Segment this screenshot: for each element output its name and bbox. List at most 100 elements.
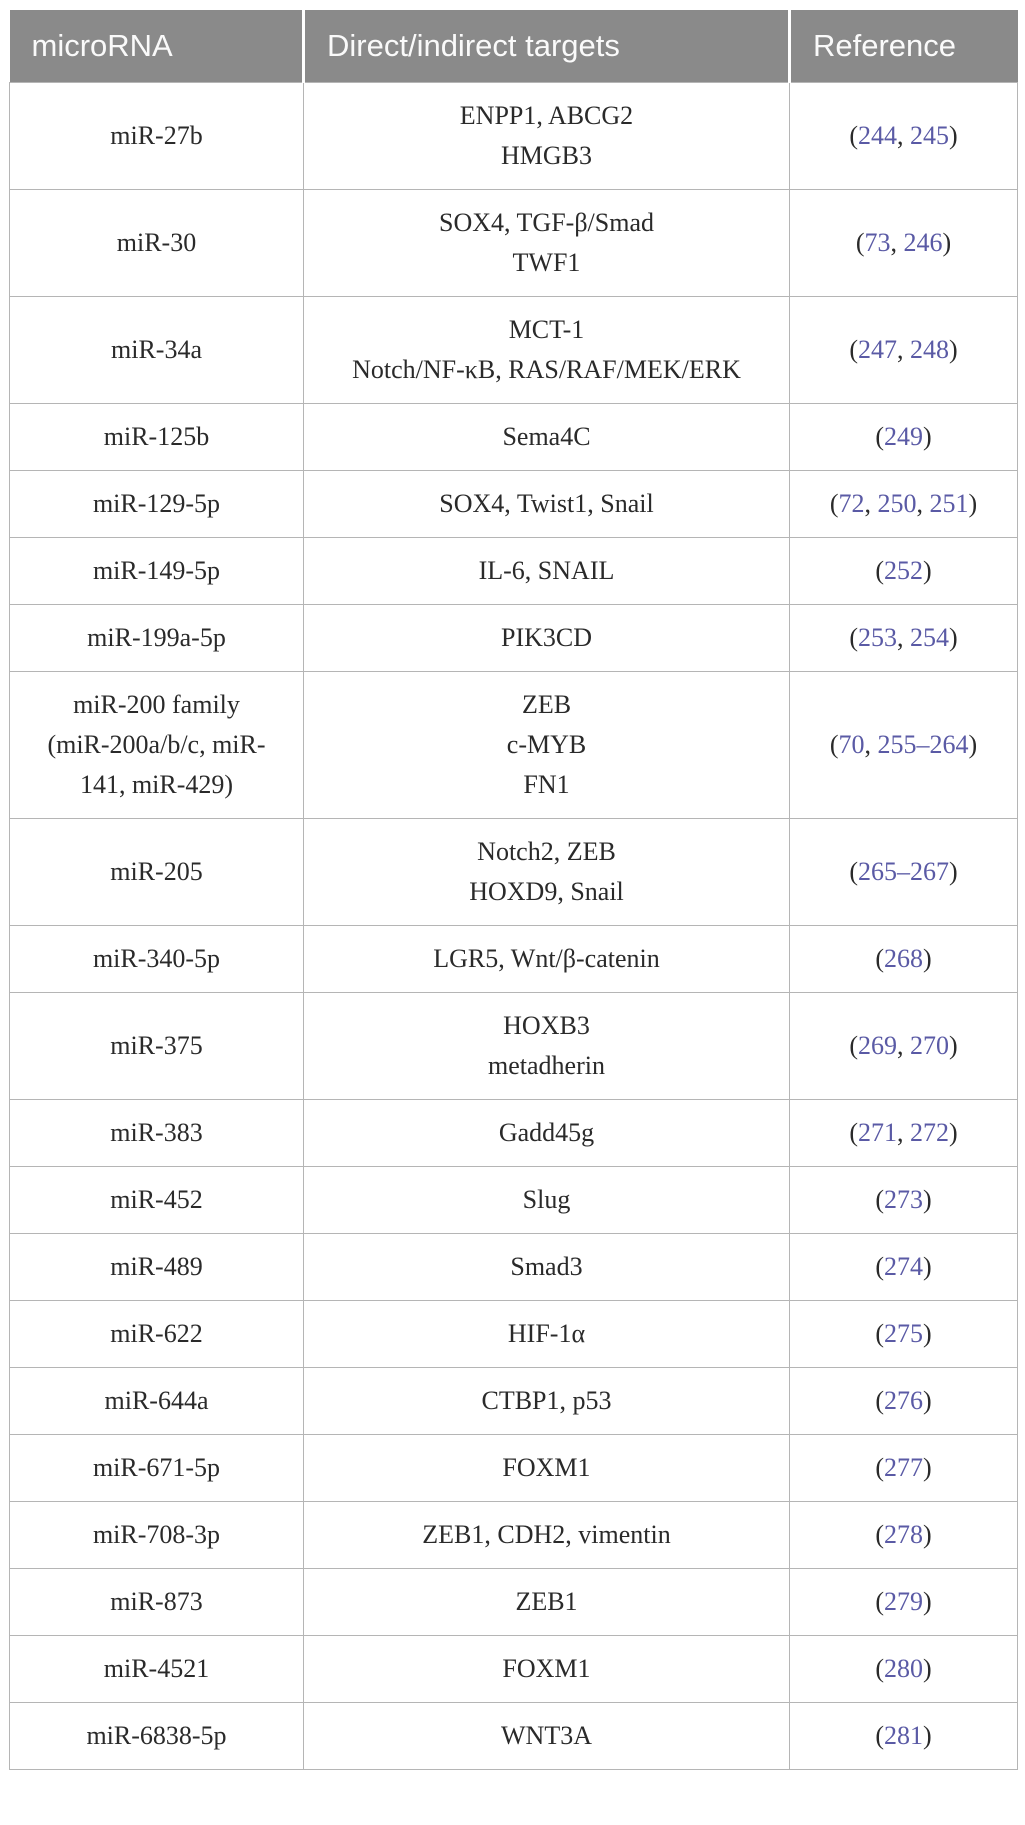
reference-cell: (70, 255–264) xyxy=(789,671,1018,819)
targets-cell-line: IL-6, SNAIL xyxy=(478,556,615,585)
reference-link[interactable]: 281 xyxy=(884,1721,923,1750)
mirna-cell-line: miR-205 xyxy=(110,857,203,886)
reference-close-paren: ) xyxy=(923,1185,932,1214)
reference-close-paren: ) xyxy=(949,335,958,364)
reference-link[interactable]: 270 xyxy=(910,1031,949,1060)
reference-link[interactable]: 244 xyxy=(858,121,897,150)
targets-cell-line: WNT3A xyxy=(501,1721,592,1750)
reference-link[interactable]: 72 xyxy=(838,489,865,518)
mirna-cell: miR-199a-5p xyxy=(9,604,304,672)
table-row: miR-489 Smad3 (274) xyxy=(9,1233,1018,1301)
targets-cell: MCT-1 Notch/NF-κB, RAS/RAF/MEK/ERK xyxy=(303,296,790,404)
targets-cell: ENPP1, ABCG2 HMGB3 xyxy=(303,82,790,190)
mirna-cell-line: 141, miR-429) xyxy=(79,770,234,799)
reference-open-paren: ( xyxy=(849,1031,858,1060)
targets-cell-line: ZEB1 xyxy=(515,1587,578,1616)
mirna-cell-line: miR-129-5p xyxy=(92,489,221,518)
mirna-cell: miR-6838-5p xyxy=(9,1702,304,1770)
table-row: miR-149-5p IL-6, SNAIL (252) xyxy=(9,537,1018,605)
col-header-reference: Reference xyxy=(789,10,1018,83)
reference-link[interactable]: 274 xyxy=(884,1252,923,1281)
reference-link[interactable]: 254 xyxy=(910,623,949,652)
mirna-cell: miR-375 xyxy=(9,992,304,1100)
table-row: miR-200 family (miR-200a/b/c, miR- 141, mi… xyxy=(9,671,1018,819)
reference-close-paren: ) xyxy=(923,1453,932,1482)
reference-open-paren: ( xyxy=(875,422,884,451)
reference-link[interactable]: 275 xyxy=(884,1319,923,1348)
reference-link[interactable]: 245 xyxy=(910,121,949,150)
reference-link[interactable]: 70 xyxy=(838,730,865,759)
reference-open-paren: ( xyxy=(849,335,858,364)
reference-cell: (276) xyxy=(789,1367,1018,1435)
mirna-cell: miR-129-5p xyxy=(9,470,304,538)
reference-cell: (273) xyxy=(789,1166,1018,1234)
reference-link[interactable]: 252 xyxy=(884,556,923,585)
reference-link[interactable]: 279 xyxy=(884,1587,923,1616)
reference-close-paren: ) xyxy=(923,1252,932,1281)
reference-separator: , xyxy=(897,623,910,652)
reference-link[interactable]: 276 xyxy=(884,1386,923,1415)
reference-link[interactable]: 273 xyxy=(884,1185,923,1214)
reference-cell: (281) xyxy=(789,1702,1018,1770)
targets-cell: Smad3 xyxy=(303,1233,790,1301)
reference-link[interactable]: 280 xyxy=(884,1654,923,1683)
reference-link[interactable]: 265–267 xyxy=(858,857,949,886)
reference-cell: (265–267) xyxy=(789,818,1018,926)
table-row: miR-644a CTBP1, p53 (276) xyxy=(9,1367,1018,1435)
targets-cell: WNT3A xyxy=(303,1702,790,1770)
reference-link[interactable]: 251 xyxy=(929,489,969,518)
reference-cell: (274) xyxy=(789,1233,1018,1301)
reference-link[interactable]: 247 xyxy=(858,335,897,364)
header-row: microRNA Direct/indirect targets Referen… xyxy=(9,10,1018,83)
reference-cell: (271, 272) xyxy=(789,1099,1018,1167)
reference-cell: (279) xyxy=(789,1568,1018,1636)
reference-link[interactable]: 272 xyxy=(910,1118,949,1147)
reference-link[interactable]: 246 xyxy=(903,228,943,257)
reference-link[interactable]: 248 xyxy=(910,335,949,364)
targets-cell: ZEB c-MYB FN1 xyxy=(303,671,790,819)
reference-link[interactable]: 268 xyxy=(884,944,923,973)
reference-link[interactable]: 277 xyxy=(884,1453,923,1482)
mirna-cell-line: miR-375 xyxy=(110,1031,203,1060)
mirna-cell-line: miR-30 xyxy=(116,228,197,257)
reference-open-paren: ( xyxy=(875,556,884,585)
targets-cell: FOXM1 xyxy=(303,1434,790,1502)
reference-link[interactable]: 278 xyxy=(884,1520,923,1549)
reference-link[interactable]: 255–264 xyxy=(877,730,969,759)
targets-cell-line: metadherin xyxy=(488,1051,605,1080)
reference-close-paren: ) xyxy=(923,1721,932,1750)
targets-cell-line: HOXB3 xyxy=(503,1011,590,1040)
reference-cell: (253, 254) xyxy=(789,604,1018,672)
reference-open-paren: ( xyxy=(829,730,839,759)
mirna-cell: miR-622 xyxy=(9,1300,304,1368)
reference-link[interactable]: 250 xyxy=(877,489,917,518)
mirna-cell-line: miR-6838-5p xyxy=(86,1721,227,1750)
table-row: miR-622 HIF-1α (275) xyxy=(9,1300,1018,1368)
reference-cell: (73, 246) xyxy=(789,189,1018,297)
mirna-cell-line: miR-383 xyxy=(110,1118,203,1147)
reference-separator: , xyxy=(916,489,930,518)
reference-link[interactable]: 249 xyxy=(884,422,923,451)
reference-link[interactable]: 269 xyxy=(858,1031,897,1060)
reference-open-paren: ( xyxy=(875,1520,884,1549)
reference-link[interactable]: 271 xyxy=(858,1118,897,1147)
col-header-microrna: microRNA xyxy=(9,10,305,83)
mirna-cell: miR-149-5p xyxy=(9,537,304,605)
reference-open-paren: ( xyxy=(829,489,839,518)
mirna-cell-line: miR-125b xyxy=(103,422,210,451)
mirna-cell-line: miR-489 xyxy=(110,1252,203,1281)
reference-close-paren: ) xyxy=(923,1520,932,1549)
targets-cell-line: HOXD9, Snail xyxy=(469,877,624,906)
table-row: miR-27b ENPP1, ABCG2 HMGB3 (244, 245) xyxy=(9,82,1018,190)
targets-cell-line: FN1 xyxy=(523,770,570,799)
reference-cell: (244, 245) xyxy=(789,82,1018,190)
reference-link[interactable]: 253 xyxy=(858,623,897,652)
mirna-cell-line: miR-199a-5p xyxy=(87,623,226,652)
mirna-cell: miR-34a xyxy=(9,296,304,404)
mirna-cell-line: miR-708-3p xyxy=(92,1520,221,1549)
paper-table-figure: microRNA Direct/indirect targets Referen… xyxy=(9,10,1018,1770)
targets-cell-line: Sema4C xyxy=(502,422,591,451)
targets-cell-line: Gadd45g xyxy=(498,1118,595,1147)
reference-open-paren: ( xyxy=(875,1319,884,1348)
reference-link[interactable]: 73 xyxy=(864,228,891,257)
